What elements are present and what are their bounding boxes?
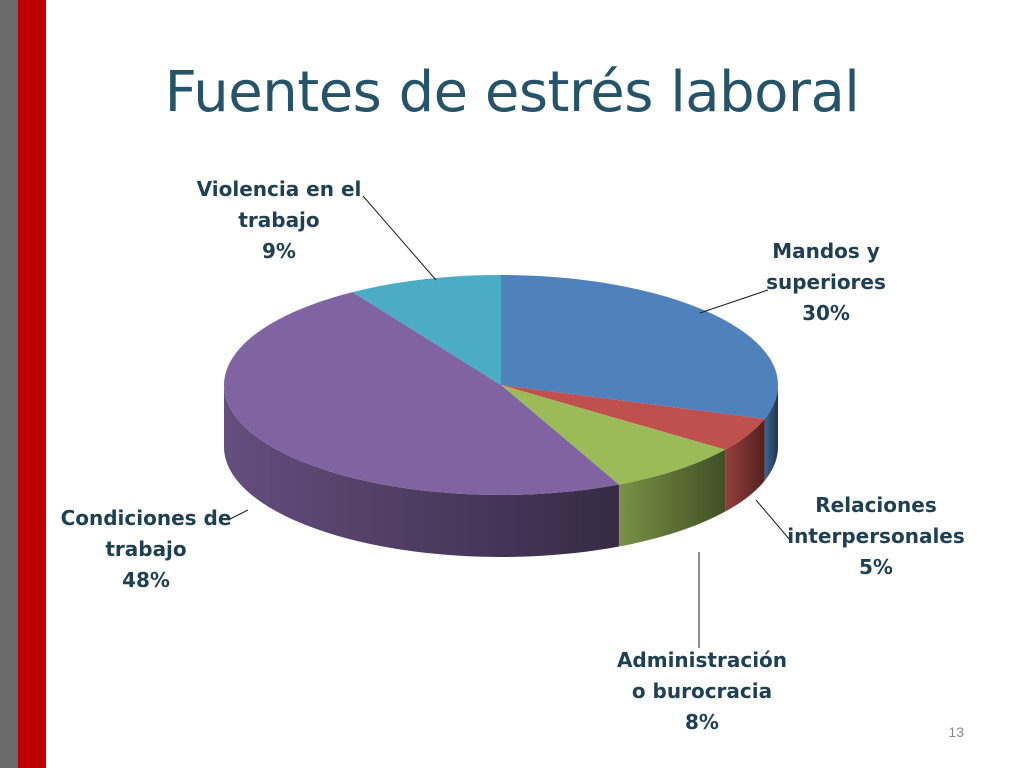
data-label-text-0: superiores <box>766 270 886 294</box>
pie-side-0 <box>764 385 778 481</box>
pie-slice-4 <box>352 275 501 385</box>
pie-side-1 <box>725 418 765 512</box>
slide-title: Fuentes de estrés laboral <box>164 60 860 125</box>
leader-line-0 <box>699 289 769 314</box>
pie-sides <box>224 385 778 557</box>
data-label-text-2: Administración <box>617 648 787 672</box>
data-label-text-3: Condiciones de <box>61 506 232 530</box>
left-red-accent-bar <box>18 0 46 768</box>
data-labels: Mandos y superiores 30% Relaciones interpers… <box>61 177 965 734</box>
leader-line-4 <box>362 195 437 281</box>
left-gray-bar <box>0 0 18 768</box>
leader-line-3 <box>227 509 249 521</box>
data-label-percent-3: 48% <box>122 568 170 592</box>
data-label-text-3: trabajo <box>105 537 186 561</box>
data-label-text-2: o burocracia <box>632 679 772 703</box>
data-label-text-4: trabajo <box>238 208 319 232</box>
leader-line-1 <box>755 499 791 541</box>
data-label-text-1: Relaciones <box>815 493 936 517</box>
data-label-percent-1: 5% <box>859 555 893 579</box>
pie-side-3 <box>224 385 619 557</box>
pie-slice-3 <box>223 292 619 496</box>
data-label-percent-2: 8% <box>685 710 719 734</box>
page-number: 13 <box>948 724 964 740</box>
pie-slice-0 <box>501 275 778 419</box>
data-label-percent-4: 9% <box>262 239 296 263</box>
data-label-text-1: interpersonales <box>787 524 965 548</box>
leader-lines <box>227 195 791 648</box>
pie-side-2 <box>618 449 726 547</box>
data-label-percent-0: 30% <box>802 301 850 325</box>
pie-slices <box>223 275 778 496</box>
pie-slice-1 <box>501 385 765 450</box>
data-label-text-0: Mandos y <box>772 239 880 263</box>
data-label-text-4: Violencia en el <box>197 177 362 201</box>
pie-slice-2 <box>501 385 726 485</box>
